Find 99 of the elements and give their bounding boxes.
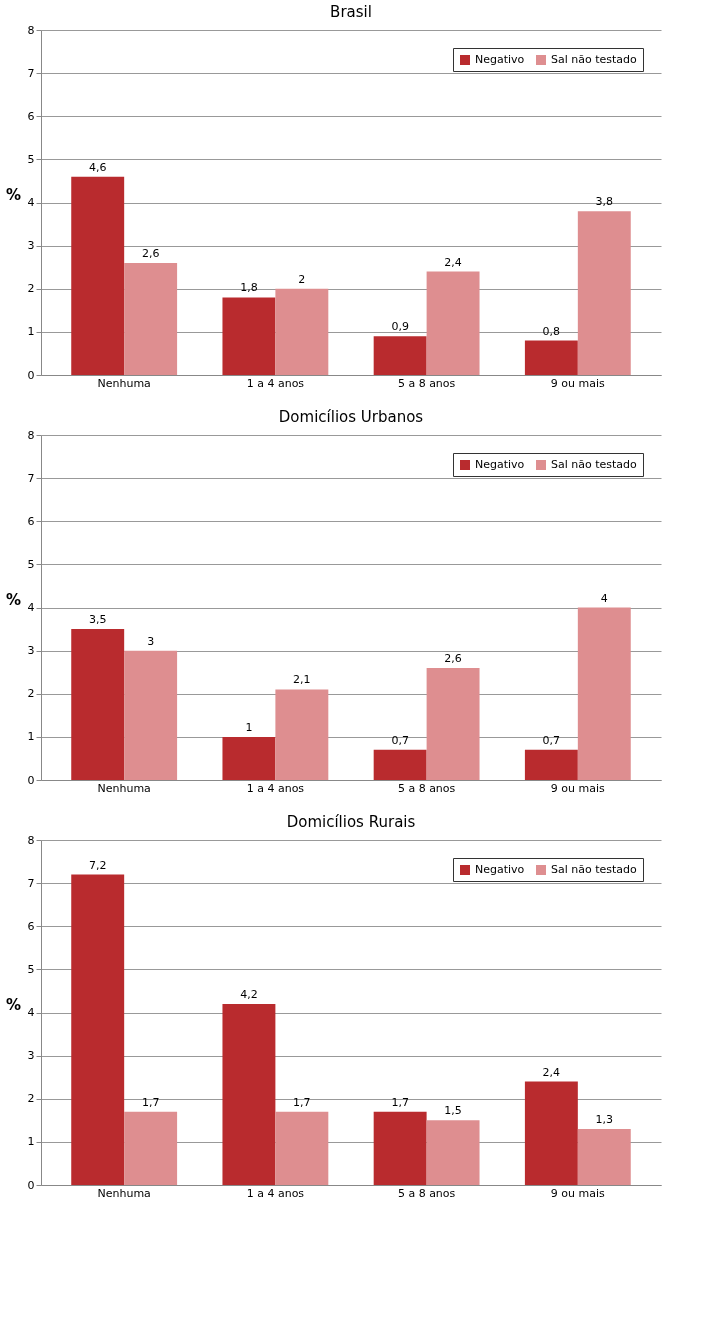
- bar: [524, 340, 578, 375]
- data-label: 0,8: [542, 324, 561, 338]
- x-tick-label: 1 a 4 anos: [246, 376, 305, 390]
- data-label: 2: [298, 272, 306, 286]
- y-tick-label: 5: [27, 152, 35, 166]
- chart-title: Domicílios Rurais: [286, 813, 416, 831]
- bar: [222, 1003, 276, 1185]
- y-tick-label: 1: [27, 325, 35, 339]
- data-label: 0,7: [542, 733, 561, 747]
- legend-label: Negativo: [475, 458, 525, 471]
- chart-title: Brasil: [330, 3, 372, 21]
- y-tick-label: 0: [27, 773, 35, 787]
- bar: [71, 176, 125, 375]
- data-label: 4: [600, 591, 608, 605]
- bar: [71, 874, 125, 1185]
- y-tick-label: 6: [27, 109, 35, 123]
- bar: [275, 288, 329, 375]
- bar: [577, 607, 631, 780]
- bar: [524, 749, 578, 780]
- bar: [275, 1111, 329, 1185]
- bar: [524, 1081, 578, 1185]
- bar: [373, 749, 427, 780]
- bar: [426, 667, 480, 780]
- y-tick-label: 7: [27, 471, 35, 485]
- bar: [222, 736, 276, 780]
- bar: [124, 262, 178, 375]
- y-tick-label: 2: [27, 687, 35, 701]
- data-label: 4,6: [88, 160, 107, 174]
- y-tick-label: 7: [27, 66, 35, 80]
- data-label: 3,5: [88, 613, 107, 627]
- x-tick-label: Nenhuma: [97, 781, 151, 795]
- y-tick-label: 2: [27, 1092, 35, 1106]
- bar: [222, 297, 276, 375]
- y-tick-label: 6: [27, 919, 35, 933]
- x-tick-label: 5 a 8 anos: [397, 1186, 456, 1200]
- y-tick-label: 4: [27, 1006, 35, 1019]
- x-tick-label: 1 a 4 anos: [246, 781, 305, 795]
- data-label: 1: [245, 720, 253, 734]
- data-label: 3: [147, 634, 155, 648]
- y-tick-label: 3: [27, 1049, 35, 1063]
- y-tick-label: 0: [27, 1178, 35, 1192]
- data-label: 1,5: [444, 1104, 462, 1118]
- data-label: 1,7: [293, 1095, 311, 1109]
- data-label: 2,1: [293, 673, 311, 687]
- data-label: 2,6: [141, 246, 160, 260]
- y-tick-label: 1: [27, 730, 35, 744]
- y-tick-label: 7: [27, 876, 35, 890]
- bar: [124, 1111, 178, 1185]
- y-axis-title: %: [5, 996, 22, 1014]
- x-tick-label: 5 a 8 anos: [397, 781, 456, 795]
- data-label: 1,7: [141, 1095, 160, 1109]
- data-label: 3,8: [595, 195, 614, 209]
- data-label: 2,4: [444, 255, 462, 269]
- y-tick-label: 5: [27, 962, 35, 976]
- x-tick-label: 5 a 8 anos: [397, 376, 456, 390]
- x-tick-label: Nenhuma: [97, 1186, 151, 1200]
- bar: [577, 211, 631, 375]
- y-tick-label: 2: [27, 282, 35, 296]
- bar: [275, 689, 329, 780]
- x-tick-label: 9 ou mais: [550, 376, 606, 390]
- bar: [373, 336, 427, 375]
- bar: [577, 1128, 631, 1185]
- y-tick-label: 0: [27, 368, 35, 382]
- legend-label: Negativo: [475, 863, 525, 876]
- x-tick-label: 9 ou mais: [550, 1186, 606, 1200]
- bar: [426, 1120, 480, 1185]
- legend-label: Sal não testado: [551, 458, 638, 471]
- y-tick-label: 5: [27, 557, 35, 571]
- bar: [71, 629, 125, 780]
- x-tick-label: Nenhuma: [97, 376, 151, 390]
- y-tick-label: 3: [27, 644, 35, 658]
- data-label: 2,6: [444, 651, 462, 665]
- data-label: 1,3: [595, 1112, 614, 1126]
- data-label: 0,9: [391, 320, 409, 334]
- y-tick-label: 8: [27, 23, 35, 37]
- data-label: 7,2: [88, 858, 107, 872]
- y-tick-label: 1: [27, 1135, 35, 1149]
- y-tick-label: 6: [27, 514, 35, 528]
- bar: [124, 650, 178, 780]
- y-tick-label: 8: [27, 833, 35, 847]
- bar: [373, 1111, 427, 1185]
- y-tick-label: 3: [27, 239, 35, 253]
- y-tick-label: 4: [27, 196, 35, 209]
- data-label: 1,8: [240, 281, 258, 295]
- legend-label: Negativo: [475, 53, 525, 66]
- data-label: 2,4: [542, 1065, 561, 1079]
- bar: [426, 271, 480, 375]
- y-axis-title: %: [5, 591, 22, 609]
- data-label: 1,7: [391, 1095, 409, 1109]
- y-tick-label: 4: [27, 601, 35, 614]
- data-label: 4,2: [240, 987, 258, 1001]
- x-tick-label: 1 a 4 anos: [246, 1186, 305, 1200]
- legend-label: Sal não testado: [551, 863, 638, 876]
- data-label: 0,7: [391, 733, 409, 747]
- legend-label: Sal não testado: [551, 53, 638, 66]
- x-tick-label: 9 ou mais: [550, 781, 606, 795]
- chart-title: Domicílios Urbanos: [278, 408, 424, 426]
- y-tick-label: 8: [27, 428, 35, 442]
- y-axis-title: %: [5, 186, 22, 204]
